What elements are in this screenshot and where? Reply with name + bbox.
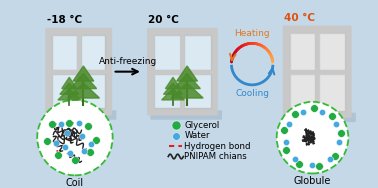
FancyBboxPatch shape [319,74,345,111]
FancyBboxPatch shape [286,113,356,122]
FancyBboxPatch shape [150,110,222,120]
FancyBboxPatch shape [52,74,77,108]
Text: -18 °C: -18 °C [46,15,82,25]
Polygon shape [177,66,197,81]
Text: Cooling: Cooling [235,89,269,98]
FancyBboxPatch shape [184,74,211,108]
FancyBboxPatch shape [147,28,218,115]
Polygon shape [67,83,99,98]
FancyBboxPatch shape [290,33,345,111]
FancyBboxPatch shape [48,110,116,120]
FancyBboxPatch shape [319,33,345,70]
Text: PNIPAM chians: PNIPAM chians [184,152,247,161]
Text: Hydrogen bond: Hydrogen bond [184,142,251,151]
Polygon shape [166,77,181,89]
Polygon shape [171,83,203,98]
Polygon shape [60,83,79,94]
Polygon shape [174,74,200,89]
Polygon shape [58,89,81,100]
Polygon shape [73,66,94,81]
FancyBboxPatch shape [154,35,211,108]
Circle shape [37,100,113,175]
Polygon shape [62,77,77,89]
Polygon shape [70,74,97,89]
FancyBboxPatch shape [81,35,105,70]
Text: Anti-freezing: Anti-freezing [99,57,157,66]
FancyBboxPatch shape [290,74,315,111]
Polygon shape [164,83,183,94]
Text: Glycerol: Glycerol [184,121,220,130]
FancyBboxPatch shape [52,35,77,70]
Text: 40 °C: 40 °C [284,13,315,23]
Circle shape [277,102,348,174]
FancyBboxPatch shape [184,35,211,70]
FancyBboxPatch shape [290,33,315,70]
Text: Globule: Globule [294,176,331,186]
FancyBboxPatch shape [154,74,181,108]
Text: 20 °C: 20 °C [149,15,179,25]
FancyBboxPatch shape [283,25,352,118]
FancyBboxPatch shape [45,28,112,115]
FancyBboxPatch shape [154,35,181,70]
Polygon shape [162,89,184,100]
Text: Water: Water [184,131,210,140]
Text: Heating: Heating [234,29,270,38]
FancyBboxPatch shape [52,35,105,108]
Text: Coil: Coil [66,178,84,188]
FancyBboxPatch shape [81,74,105,108]
